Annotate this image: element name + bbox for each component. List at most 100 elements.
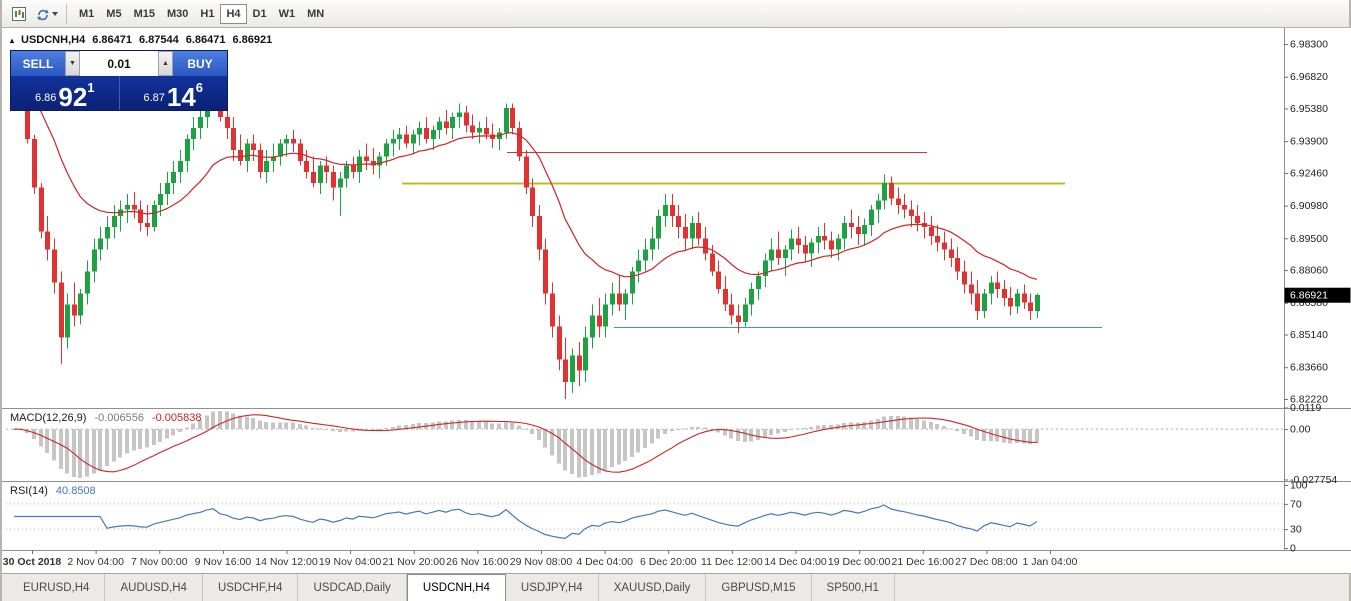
- candles-layer: [12, 68, 1040, 399]
- lot-size-input[interactable]: [80, 51, 158, 76]
- collapse-arrow-icon[interactable]: ▴: [10, 35, 15, 45]
- buy-price-base: 6.87: [143, 92, 165, 104]
- chart-tab-xauusd-daily[interactable]: XAUUSD,Daily: [599, 574, 707, 601]
- macd-label-row: MACD(12,26,9) -0.006556 -0.005838: [10, 412, 202, 424]
- lot-decrease-button[interactable]: ▼: [65, 51, 80, 76]
- svg-text:7 Nov 00:00: 7 Nov 00:00: [131, 556, 188, 568]
- chart-area[interactable]: 6.98300 6.96820 6.95380 6.93900 6.92460 6.909…: [2, 28, 1351, 573]
- svg-text:29 Nov 08:00: 29 Nov 08:00: [510, 556, 573, 568]
- svg-text:19 Nov 04:00: 19 Nov 04:00: [319, 556, 382, 568]
- timeframe-button-m15[interactable]: M15: [128, 4, 161, 24]
- svg-text:6.89500: 6.89500: [1290, 233, 1328, 245]
- svg-text:6.93900: 6.93900: [1290, 136, 1328, 148]
- svg-text:9 Nov 16:00: 9 Nov 16:00: [195, 556, 252, 568]
- svg-text:6.95380: 6.95380: [1290, 103, 1328, 115]
- sell-button[interactable]: SELL: [11, 51, 65, 76]
- macd-indicator-name: MACD(12,26,9): [10, 412, 87, 424]
- svg-text:6.88060: 6.88060: [1290, 265, 1328, 277]
- rsi-label-row: RSI(14) 40.8508: [10, 485, 96, 497]
- svg-text:21 Nov 20:00: 21 Nov 20:00: [383, 556, 446, 568]
- chart-symbol-label: USDCNH,H4: [21, 34, 86, 46]
- chart-tab-usdcad-daily[interactable]: USDCAD,Daily: [298, 574, 407, 601]
- svg-text:6.96820: 6.96820: [1290, 71, 1328, 83]
- toolbar: M1 M5 M15 M30 H1 H4 D1 W1 MN: [2, 0, 1349, 28]
- svg-text:-0.027754: -0.027754: [1290, 474, 1337, 486]
- timeframe-button-h1[interactable]: H1: [194, 4, 220, 24]
- dropdown-caret-icon: [52, 11, 58, 16]
- macd-axis: 0.0119 0.00 -0.027754: [1284, 402, 1337, 486]
- horizontal-lines-layer[interactable]: [402, 152, 1102, 328]
- cycle-arrows-glyph: [37, 9, 49, 20]
- svg-text:2 Nov 04:00: 2 Nov 04:00: [67, 556, 124, 568]
- chart-tab-gbpusd-m15[interactable]: GBPUSD,M15: [706, 574, 812, 601]
- buy-price-display[interactable]: 6.87 14 6: [120, 76, 228, 110]
- rsi-indicator-name: RSI(14): [10, 485, 48, 497]
- svg-text:19 Dec 00:00: 19 Dec 00:00: [828, 556, 891, 568]
- svg-text:6 Dec 20:00: 6 Dec 20:00: [640, 556, 697, 568]
- timeframe-button-w1[interactable]: W1: [273, 4, 302, 24]
- chart-tab-usdjpy-h4[interactable]: USDJPY,H4: [506, 574, 599, 601]
- ohlc-readout: ▴ USDCNH,H4 6.86471 6.87544 6.86471 6.86…: [10, 34, 272, 46]
- chart-window-icon[interactable]: [6, 3, 32, 25]
- timeframe-button-m1[interactable]: M1: [73, 4, 100, 24]
- svg-text:30: 30: [1290, 524, 1302, 536]
- chart-window-glyph: [12, 6, 26, 21]
- svg-text:6.85140: 6.85140: [1290, 329, 1328, 341]
- cycle-profile-icon[interactable]: [34, 3, 60, 25]
- chart-tab-eurusd-h4[interactable]: EURUSD,H4: [8, 574, 106, 601]
- chart-tab-usdchf-h4[interactable]: USDCHF,H4: [203, 574, 299, 601]
- svg-text:6.92460: 6.92460: [1290, 167, 1328, 179]
- svg-text:70: 70: [1290, 498, 1302, 510]
- svg-text:14 Dec 04:00: 14 Dec 04:00: [764, 556, 827, 568]
- macd-signal-line: [13, 414, 1038, 473]
- macd-main-value: -0.006556: [94, 412, 144, 424]
- price-axis[interactable]: 6.98300 6.96820 6.95380 6.93900 6.92460 6.909…: [1284, 39, 1328, 406]
- timeframe-button-m5[interactable]: M5: [100, 4, 127, 24]
- svg-text:11 Dec 12:00: 11 Dec 12:00: [701, 556, 763, 568]
- buy-price-point: 6: [195, 80, 204, 95]
- sell-price-display[interactable]: 6.86 92 1: [11, 76, 120, 110]
- buy-button[interactable]: BUY: [173, 51, 227, 76]
- timeframe-toolbar: M1 M5 M15 M30 H1 H4 D1 W1 MN: [73, 3, 330, 24]
- low-value: 6.86471: [185, 34, 226, 46]
- rsi-line: [14, 504, 1038, 540]
- svg-text:6.86921: 6.86921: [1290, 290, 1328, 302]
- chart-tab-usdcnh-h4[interactable]: USDCNH,H4: [406, 574, 506, 601]
- svg-text:0: 0: [1290, 543, 1296, 555]
- chart-tab-sp500-h1[interactable]: SP500,H1: [812, 574, 895, 601]
- high-value: 6.87544: [138, 34, 179, 46]
- svg-text:0.00: 0.00: [1290, 424, 1311, 436]
- svg-text:100: 100: [1290, 480, 1308, 492]
- timeframe-button-h4[interactable]: H4: [220, 3, 247, 24]
- chart-tabs-bar: EURUSD,H4 AUDUSD,H4 USDCHF,H4 USDCAD,Daily U…: [2, 573, 1349, 601]
- toolbar-separator: [66, 3, 67, 24]
- svg-text:26 Nov 16:00: 26 Nov 16:00: [446, 556, 509, 568]
- sell-price-base: 6.86: [34, 92, 57, 104]
- one-click-trading-panel: SELL ▼ ▲ BUY 6.86 92 1 6.87 14 6: [10, 50, 228, 111]
- svg-text:6.83660: 6.83660: [1290, 362, 1328, 374]
- svg-text:1 Jan 04:00: 1 Jan 04:00: [1023, 556, 1078, 568]
- moving-average-line: [13, 83, 1038, 280]
- svg-text:30 Oct 2018: 30 Oct 2018: [3, 556, 62, 568]
- open-value: 6.86471: [92, 34, 132, 46]
- rsi-value: 40.8508: [55, 485, 96, 497]
- trade-panel-controls: SELL ▼ ▲ BUY: [11, 51, 227, 76]
- svg-text:21 Dec 16:00: 21 Dec 16:00: [892, 556, 955, 568]
- macd-signal-value: -0.005838: [151, 412, 202, 424]
- lot-increase-button[interactable]: ▲: [158, 51, 173, 76]
- close-value: 6.86921: [232, 34, 273, 46]
- svg-text:6.90980: 6.90980: [1290, 200, 1328, 212]
- sell-price-point: 1: [87, 80, 95, 95]
- chart-tab-audusd-h4[interactable]: AUDUSD,H4: [105, 574, 203, 601]
- trade-panel-prices: 6.86 92 1 6.87 14 6: [11, 76, 227, 110]
- candlestick-chart[interactable]: 6.98300 6.96820 6.95380 6.93900 6.92460 6.909…: [2, 28, 1351, 573]
- svg-text:4 Dec 04:00: 4 Dec 04:00: [576, 556, 633, 568]
- buy-price-pips: 14: [166, 81, 196, 112]
- timeframe-button-mn[interactable]: MN: [301, 4, 330, 24]
- time-axis[interactable]: 30 Oct 2018 2 Nov 04:00 7 Nov 00:00 9 Nov 1…: [3, 550, 1078, 569]
- sell-price-pips: 92: [58, 81, 88, 112]
- svg-text:6.82220: 6.82220: [1290, 394, 1328, 406]
- timeframe-button-m30[interactable]: M30: [161, 4, 194, 24]
- timeframe-button-d1[interactable]: D1: [247, 4, 273, 24]
